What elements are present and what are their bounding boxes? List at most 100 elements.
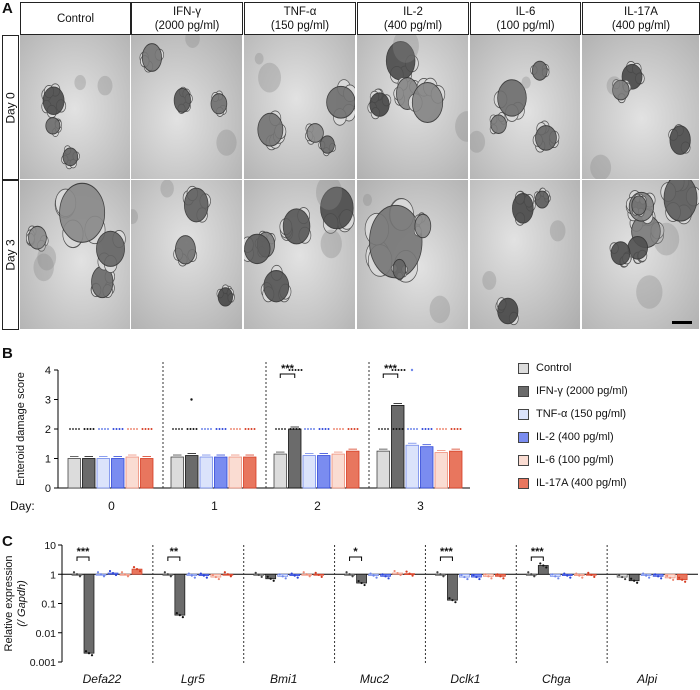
organoid (42, 86, 65, 116)
bar (214, 456, 228, 489)
data-point (126, 575, 130, 578)
row-label: Day 0 (2, 35, 19, 180)
data-point (147, 428, 150, 430)
data-point (387, 577, 390, 580)
bar (83, 573, 95, 654)
data-point (445, 428, 447, 430)
data-point (317, 573, 320, 577)
data-point (101, 428, 103, 430)
data-point (381, 428, 383, 430)
organoid (282, 208, 311, 245)
micrograph (131, 180, 242, 329)
data-point (387, 428, 389, 430)
data-point (624, 577, 627, 581)
data-point (678, 576, 681, 579)
data-point (169, 575, 172, 578)
data-point (399, 573, 402, 577)
data-point (339, 428, 341, 430)
data-point (459, 428, 462, 430)
organoid (663, 180, 698, 222)
significance-label: *** (384, 363, 398, 375)
bar (346, 450, 360, 489)
organoid (326, 85, 355, 119)
debris (37, 245, 57, 271)
data-point (266, 575, 269, 578)
organoid (631, 195, 647, 216)
data-point (478, 577, 481, 581)
data-point (554, 575, 557, 578)
data-point (289, 428, 292, 430)
bar (140, 458, 154, 489)
bar (391, 405, 405, 489)
data-point (284, 428, 286, 430)
panel-b-letter: B (2, 345, 13, 362)
data-point (369, 572, 372, 575)
micrograph (244, 35, 355, 179)
x-tick-label: Lgr5 (181, 672, 205, 686)
data-point (545, 566, 548, 569)
organoid (497, 79, 527, 117)
data-point (199, 572, 202, 575)
micrograph (582, 180, 699, 329)
significance-bracket (439, 556, 453, 561)
data-point (430, 428, 433, 430)
data-point (672, 578, 675, 582)
bar (447, 573, 458, 601)
legend-item: IFN-γ (2000 pg/ml) (518, 385, 628, 397)
organoid (217, 287, 233, 307)
data-point (439, 573, 442, 576)
bar (273, 453, 287, 489)
data-point (205, 576, 208, 579)
data-point (293, 574, 296, 577)
data-point (630, 577, 633, 580)
data-point (72, 571, 76, 574)
data-point (401, 428, 404, 430)
bar (449, 450, 463, 489)
organoid (244, 233, 271, 265)
data-point (408, 572, 411, 575)
data-point (224, 428, 227, 430)
data-point (291, 369, 294, 371)
significance-bracket (349, 556, 363, 561)
data-point (136, 428, 138, 430)
data-point (633, 579, 636, 582)
data-point (186, 428, 189, 430)
data-point (466, 577, 469, 581)
organoid (612, 79, 630, 101)
data-point (439, 428, 441, 430)
debris (320, 229, 342, 259)
organoid (184, 187, 209, 223)
data-point (230, 428, 232, 430)
panel-a-letter: A (2, 0, 13, 17)
legend-swatch (518, 362, 529, 374)
bar (125, 456, 139, 489)
y-tick-label: 4 (45, 365, 51, 377)
data-point (396, 571, 399, 575)
data-point (178, 614, 181, 617)
data-point (297, 369, 300, 371)
organoid (392, 258, 407, 280)
data-point (112, 428, 115, 430)
data-point (448, 597, 451, 600)
debris (258, 62, 282, 93)
data-point (392, 428, 395, 430)
data-point (195, 428, 198, 430)
debris (482, 270, 497, 290)
legend-label: IL-17A (400 pg/ml) (536, 477, 627, 489)
bar (170, 456, 184, 489)
data-point (421, 428, 424, 430)
legend-swatch (518, 385, 529, 397)
data-point (384, 575, 387, 578)
data-point (463, 575, 466, 579)
debris (429, 295, 451, 324)
data-point (318, 428, 321, 430)
column-header: Control (20, 2, 131, 35)
data-point (253, 428, 256, 430)
row-label-text: Day 3 (3, 239, 18, 271)
data-point (87, 652, 91, 655)
data-point (450, 428, 453, 430)
data-point (72, 428, 74, 430)
data-point (98, 428, 100, 430)
y-tick-label: 0.01 (36, 628, 57, 640)
data-point (350, 428, 353, 430)
